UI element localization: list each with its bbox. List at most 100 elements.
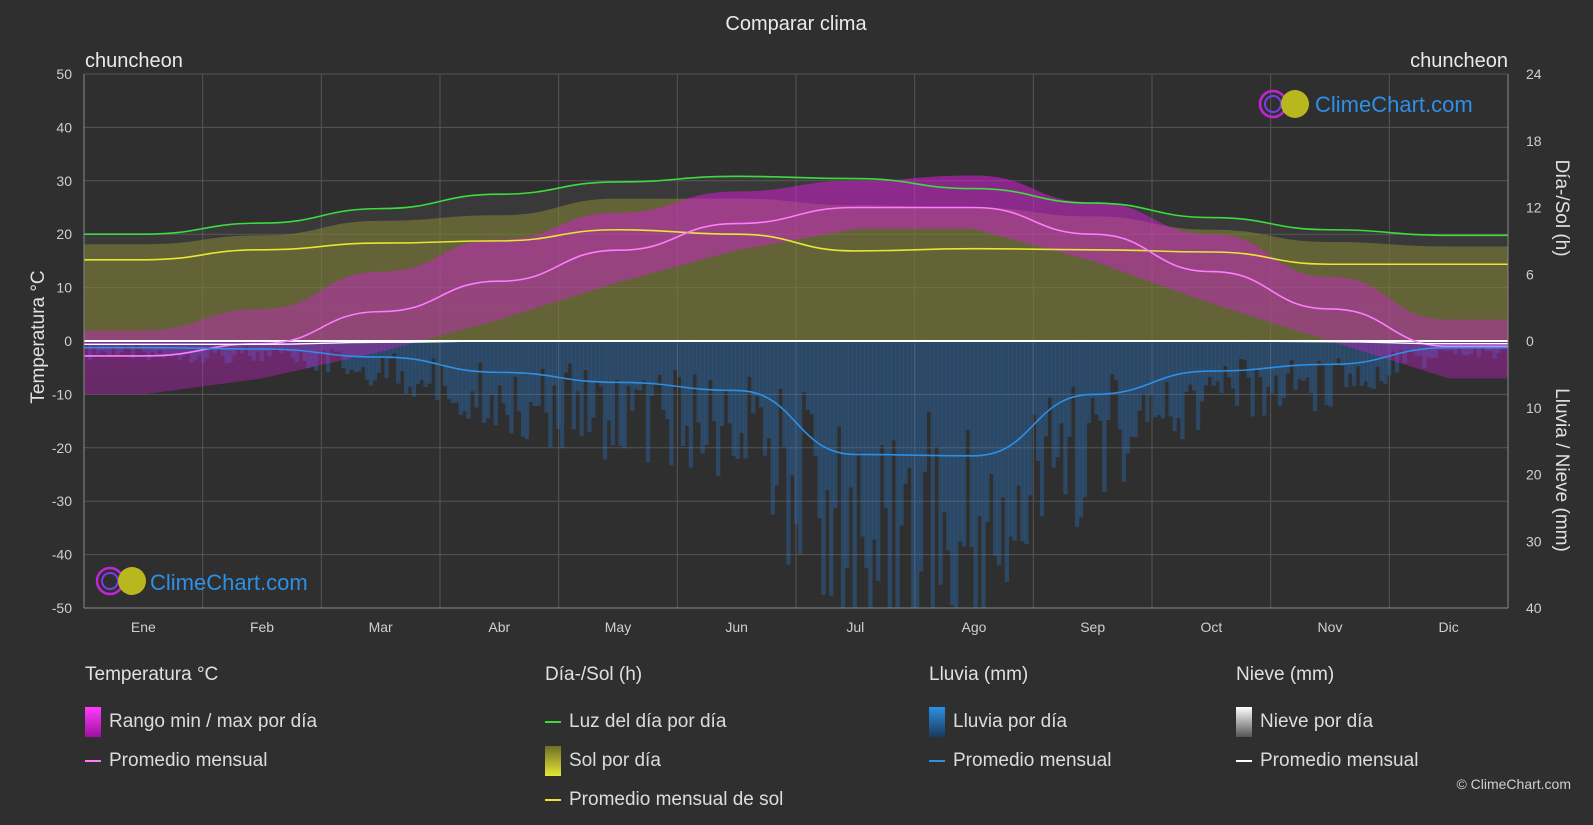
rain-bar [540,341,545,369]
rain-bar [1028,341,1033,496]
rain-bar [1336,341,1341,359]
temp-range-swatch [85,706,101,737]
rain-bar [435,341,440,400]
rain-bar [731,341,736,456]
watermark-logo-bottom: ClimeChart.com [95,566,308,596]
rain-bar [1316,341,1322,362]
rain-bar [637,341,643,391]
legend-label-rain: Lluvia por día [953,710,1068,732]
rain-bar [969,341,974,547]
rain-bar [786,341,791,565]
x-tick-label: Ago [962,619,987,635]
rain-bar [872,341,877,540]
rain-bar [1340,341,1345,366]
rain-bar [833,341,838,509]
rain-bar [747,341,752,377]
rain-bar [571,341,576,430]
sunshine-avg-line [84,228,1508,266]
y-right-top-label: Día-/Sol (h) [1551,159,1572,256]
rain-bar [782,341,787,447]
rain-bar [719,341,725,427]
rain-bar [1320,341,1326,364]
rain-bar [513,341,518,377]
rain-bar [641,341,647,381]
rain-bar [1262,341,1267,416]
rain-bar [875,341,881,581]
rain-bar [474,341,479,408]
rain-bar [462,341,467,412]
rain-bar [649,341,654,397]
rain-bar [454,341,459,403]
rain-bar [1047,341,1052,398]
rain-bar [1180,341,1185,440]
rain-bar [1113,341,1119,380]
rain-bar [973,341,978,608]
rain-bar [1074,341,1080,527]
daylight-swatch [545,720,561,723]
rain-bar [669,341,674,466]
rain-bar [950,341,955,605]
rain-bar [1004,341,1010,582]
rain-bar [368,341,374,386]
rain-bar [704,341,709,446]
rain-bar [723,341,729,391]
rain-bar [825,341,830,491]
rain-bar [403,341,409,394]
rain-bar [961,341,967,547]
legend-label-temp-range: Rango min / max por día [109,710,318,732]
rain-bar [618,341,623,447]
rain-bar [1164,341,1169,382]
rain-bar [1250,341,1255,417]
rain-bar [606,341,612,421]
rain-bar [524,341,530,440]
rain-bar [1332,341,1337,365]
rain-bar [1032,341,1037,415]
rain-bar [1301,341,1306,382]
rain-bar [1168,341,1173,417]
rain-bar [993,341,998,556]
rain-bar [575,341,580,392]
x-tick-label: Mar [369,619,393,635]
rain-bar [926,341,931,412]
rain-bar [661,341,666,411]
rain-bar [743,341,748,459]
rain-bar [634,341,639,390]
rain-bar [1094,341,1099,415]
rain-bar [372,341,378,381]
rain-bar [478,341,483,363]
rain-bar [1188,341,1193,385]
legend-label-temp-avg: Promedio mensual [109,749,268,771]
legend-temperature-title: Temperatura °C [85,664,219,685]
y-left-tick-label: -40 [52,547,72,563]
rain-bar [1000,341,1006,498]
rain-bar [1106,341,1111,421]
y-left-tick-label: 0 [64,333,72,349]
rain-bar [903,341,908,484]
rain-bar [868,341,873,608]
rain-bar [1063,341,1068,495]
rain-bar [610,341,615,446]
rain-avg-line [84,346,1508,457]
x-tick-label: Sep [1080,619,1105,635]
rain-bar [1281,341,1287,398]
rain-bar [817,341,822,519]
rain-bar [493,341,498,426]
rain-bar [446,341,452,400]
sunshine-avg-swatch [545,798,561,801]
location-left: chuncheon [85,50,183,72]
rain-bar [692,341,697,375]
legend-item-sunshine: Sol por día [545,741,783,780]
rain-bar [384,341,389,379]
rain-bar [1297,341,1302,379]
rain-bar [860,341,865,537]
x-tick-label: Dic [1439,619,1459,635]
y-left-tick-label: 50 [56,66,72,82]
rain-bar [563,341,569,373]
rain-bar [622,341,627,449]
rain-bar [1141,341,1146,394]
rain-bar [1379,341,1384,382]
rain-bar [1273,341,1279,376]
rain-bar [411,341,417,397]
rain-bar [770,341,775,515]
y-left-tick-label: -50 [52,600,72,616]
